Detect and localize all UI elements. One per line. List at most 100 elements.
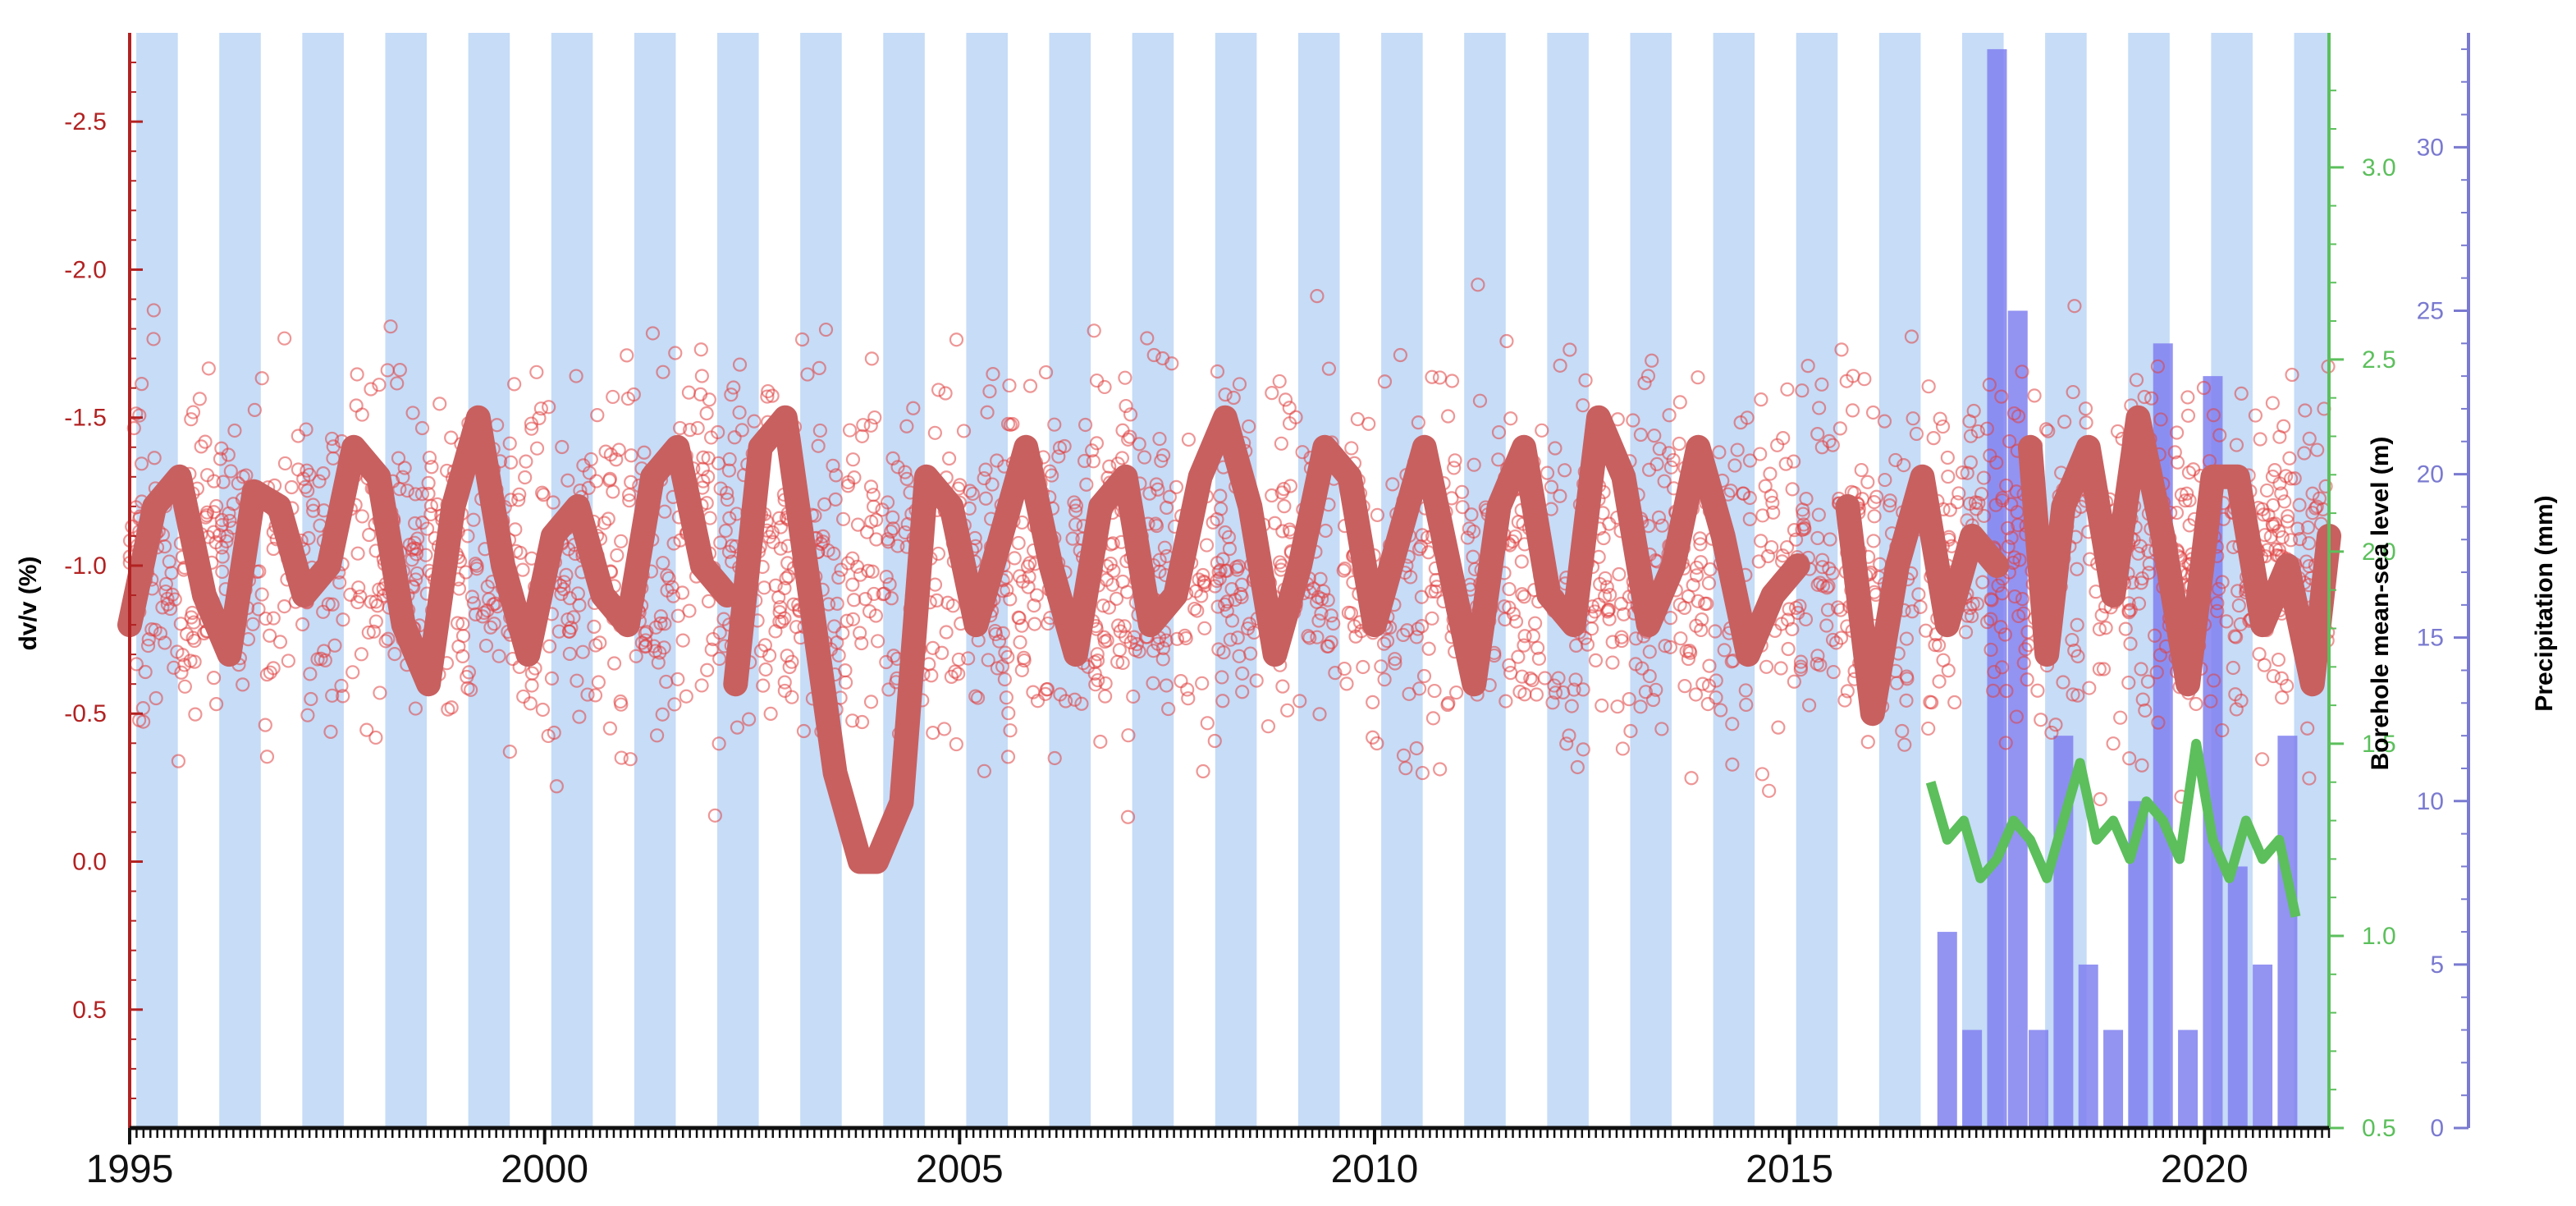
dvv-point: [414, 420, 430, 436]
dvv-point: [1233, 586, 1248, 602]
dvv-point: [259, 667, 275, 682]
dvv-point: [1014, 618, 1029, 633]
dvv-point: [1210, 599, 1225, 614]
dvv-point: [1472, 393, 1488, 408]
dvv-point: [2298, 403, 2313, 418]
dvv-smoothed-segment: [723, 405, 1810, 874]
dvv-point: [392, 363, 407, 378]
dvv-point: [1986, 683, 2001, 698]
dvv-point: [978, 462, 993, 477]
dvv-point: [712, 626, 727, 640]
dvv-point: [208, 535, 223, 550]
dvv-point: [343, 587, 358, 602]
dvv-point: [1673, 631, 1688, 646]
dvv-point: [840, 475, 856, 490]
dvv-point: [682, 603, 697, 618]
dvv-point: [1672, 597, 1687, 612]
dvv-point: [158, 635, 172, 650]
dvv-point: [762, 648, 777, 663]
dvv-point: [2057, 415, 2072, 429]
dvv-point: [1517, 638, 1531, 653]
dvv-point: [1277, 499, 1292, 514]
dvv-point: [478, 638, 494, 653]
dvv-point: [2041, 424, 2056, 438]
dvv-point: [1425, 711, 1441, 726]
dvv-point: [2182, 493, 2197, 508]
dvv-point: [321, 597, 336, 612]
left-axis-tick-label: -0.5: [64, 700, 107, 727]
dvv-point: [1411, 621, 1425, 636]
dvv-point: [397, 461, 412, 475]
dvv-point: [648, 620, 663, 635]
dvv-point: [1517, 589, 1531, 604]
dvv-point: [507, 377, 522, 392]
dvv-point: [1117, 619, 1132, 634]
dvv-point: [1645, 692, 1661, 708]
dvv-point: [1819, 580, 1834, 595]
dvv-point: [761, 383, 776, 399]
dvv-point: [2082, 681, 2097, 695]
dvv-point: [1196, 567, 1210, 583]
dvv-point: [2137, 389, 2152, 405]
dvv-point: [1995, 586, 2010, 601]
dvv-point: [1029, 588, 1045, 603]
dvv-point: [482, 592, 496, 607]
dvv-point: [634, 635, 649, 650]
dvv-point: [858, 592, 873, 607]
dvv-point: [606, 389, 620, 405]
precip-bar: [2277, 736, 2298, 1128]
dvv-point: [327, 638, 342, 653]
dvv-point: [777, 611, 792, 626]
dvv-point: [1962, 496, 1977, 511]
dvv-point: [1666, 452, 1681, 468]
dvv-point: [926, 725, 940, 741]
dvv-point: [826, 458, 840, 473]
dvv-point: [987, 623, 1003, 639]
dvv-point: [995, 659, 1010, 674]
dvv-point: [587, 619, 602, 634]
dvv-point: [1568, 672, 1583, 687]
dvv-point: [624, 448, 638, 463]
dvv-point: [961, 651, 976, 666]
dvv-point: [1994, 660, 2010, 675]
dvv-point: [1980, 615, 1995, 630]
dvv-point: [1278, 392, 1293, 407]
dvv-point: [1115, 655, 1130, 671]
dvv-point: [1197, 621, 1212, 635]
dvv-point: [1120, 809, 1136, 824]
dvv-point: [324, 431, 340, 447]
dvv-point: [620, 391, 636, 406]
dvv-point: [2252, 647, 2267, 662]
dvv-point: [295, 617, 310, 632]
dvv-point: [1027, 598, 1041, 613]
dvv-point: [1577, 631, 1593, 645]
dvv-point: [1098, 676, 1113, 691]
precipitation-axis-tick-label: 15: [2417, 625, 2444, 652]
dvv-point: [2144, 391, 2159, 406]
dvv-point: [247, 402, 262, 418]
dvv-point: [1100, 633, 1114, 648]
axes: -2.5 -2.0 -1.5 -1.0 -0.5 0.0 0.5 0.5 1.0 1.5 2.0 2.…: [64, 33, 2470, 1191]
dvv-point: [2134, 571, 2149, 586]
dvv-point: [899, 471, 914, 486]
dvv-point: [865, 564, 880, 579]
precipitation-axis-tick-label: 5: [2430, 952, 2444, 979]
dvv-point: [2011, 409, 2026, 424]
dvv-point: [758, 662, 773, 677]
dvv-point: [405, 406, 420, 420]
dvv-point: [980, 405, 995, 420]
dvv-point: [2305, 506, 2320, 520]
dvv-point: [1947, 695, 1962, 710]
dvv-point: [694, 678, 709, 693]
dvv-point: [1190, 603, 1205, 618]
dvv-point: [1860, 475, 1875, 489]
dvv-point: [1376, 636, 1392, 651]
dvv-point: [1007, 551, 1022, 566]
dvv-point: [1649, 456, 1664, 472]
dvv-point: [1780, 382, 1795, 397]
dvv-point: [1301, 629, 1315, 644]
dvv-point: [277, 331, 292, 346]
dvv-point: [1515, 587, 1530, 602]
dvv-point: [1677, 679, 1692, 694]
dvv-point: [1742, 511, 1757, 526]
